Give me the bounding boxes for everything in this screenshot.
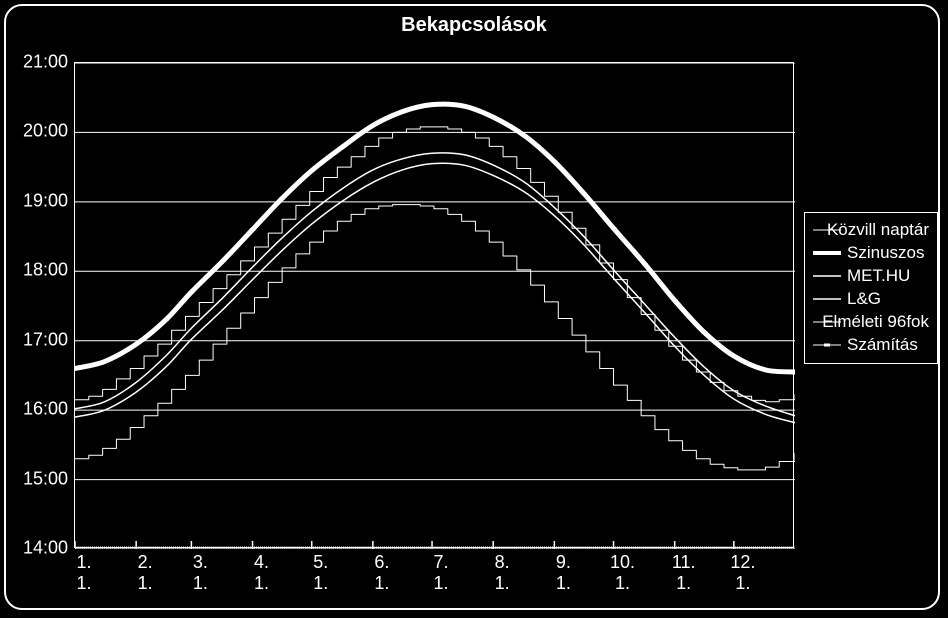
- y-tick-label: 18:00: [18, 260, 68, 281]
- y-tick-label: 19:00: [18, 190, 68, 211]
- legend-swatch: [813, 269, 841, 283]
- legend-item: Szinuszos: [813, 242, 929, 265]
- legend-item: Számítás: [813, 334, 929, 357]
- x-tick-label: 6.1.: [362, 552, 402, 593]
- x-tick-label: 4.1.: [242, 552, 282, 593]
- y-tick-label: 15:00: [18, 468, 68, 489]
- legend-label: L&G: [847, 288, 881, 311]
- x-tick-label: 10.1.: [603, 552, 643, 593]
- x-tick-label: 12.1.: [723, 552, 763, 593]
- legend-item: Elméleti 96fok: [813, 311, 929, 334]
- x-tick-label: 5.1.: [301, 552, 341, 593]
- legend: Közvill naptárSzinuszosMET.HUL&GElméleti…: [804, 212, 938, 364]
- chart-title: Bekapcsolások: [0, 14, 948, 37]
- x-tick-label: 11.1.: [664, 552, 704, 593]
- y-tick-label: 17:00: [18, 329, 68, 350]
- legend-label: Számítás: [847, 334, 918, 357]
- x-tick-label: 8.1.: [482, 552, 522, 593]
- legend-item: L&G: [813, 288, 929, 311]
- x-tick-label: 7.1.: [421, 552, 461, 593]
- legend-swatch: [813, 223, 821, 237]
- y-tick-label: 20:00: [18, 121, 68, 142]
- plot-area: [74, 62, 794, 548]
- x-tick-label: 3.1.: [180, 552, 220, 593]
- legend-item: Közvill naptár: [813, 219, 929, 242]
- y-tick-label: 16:00: [18, 399, 68, 420]
- x-tick-label: 9.1.: [543, 552, 583, 593]
- legend-swatch: [813, 246, 841, 260]
- y-tick-label: 21:00: [18, 52, 68, 73]
- chart-svg: [75, 63, 795, 549]
- x-tick-label: 1.1.: [64, 552, 104, 593]
- legend-label: Szinuszos: [847, 242, 924, 265]
- legend-label: Közvill naptár: [827, 219, 929, 242]
- legend-swatch: [813, 315, 816, 329]
- legend-swatch: [813, 292, 841, 306]
- legend-label: MET.HU: [847, 265, 910, 288]
- legend-item: MET.HU: [813, 265, 929, 288]
- x-tick-label: 2.1.: [125, 552, 165, 593]
- legend-swatch: [813, 338, 841, 352]
- y-tick-label: 14:00: [18, 538, 68, 559]
